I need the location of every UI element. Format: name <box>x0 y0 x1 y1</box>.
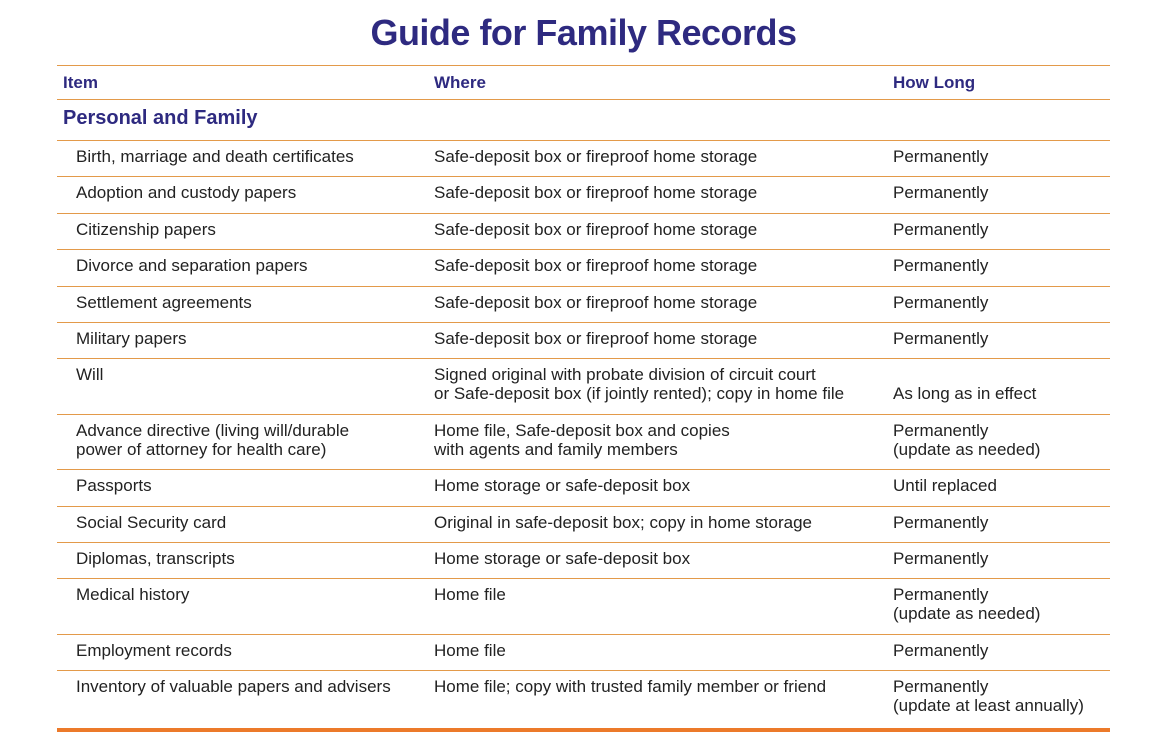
cell-text: (update as needed) <box>893 439 1041 459</box>
cell-text: Social Security card <box>76 512 227 532</box>
cell-text: Signed original with probate division of… <box>434 365 816 385</box>
cell-text: Safe-deposit box or fireproof home stora… <box>434 292 758 312</box>
cell-text: Permanently <box>893 640 989 660</box>
rule <box>57 213 1110 214</box>
rule <box>57 176 1110 177</box>
column-header: Where <box>434 73 486 92</box>
title: Guide for Family Records <box>370 12 797 53</box>
cell-text: Permanently <box>893 256 989 276</box>
rule <box>57 99 1110 100</box>
cell-text: Home file <box>434 585 506 605</box>
rule <box>57 286 1110 287</box>
cell-text: Home storage or safe-deposit box <box>434 476 691 496</box>
rule <box>57 728 1110 732</box>
cell-text: Safe-deposit box or fireproof home stora… <box>434 219 758 239</box>
cell-text: Safe-deposit box or fireproof home stora… <box>434 256 758 276</box>
cell-text: Safe-deposit box or fireproof home stora… <box>434 147 758 166</box>
rule <box>57 65 1110 66</box>
cell-text: Citizenship papers <box>76 219 216 239</box>
cell-text: Adoption and custody papers <box>76 183 297 203</box>
cell-text: Permanently <box>893 677 989 697</box>
cell-text: Permanently <box>893 329 989 348</box>
cell-text: Settlement agreements <box>76 292 252 312</box>
rule <box>57 578 1110 579</box>
cell-text: Military papers <box>76 329 187 348</box>
cell-text: Passports <box>76 476 152 496</box>
section-title: Personal and Family <box>63 107 258 129</box>
cell-text: Permanently <box>893 512 989 532</box>
cell-text: or Safe-deposit box (if jointly rented);… <box>434 384 845 404</box>
cell-text: Permanently <box>893 183 989 203</box>
cell-text: Advance directive (living will/durable <box>76 420 350 440</box>
cell-text: Permanently <box>893 219 989 239</box>
rule <box>57 506 1110 507</box>
cell-text: Medical history <box>76 585 190 605</box>
cell-text: power of attorney for health care) <box>76 439 327 459</box>
rule <box>57 358 1110 359</box>
cell-text: Permanently <box>893 292 989 312</box>
cell-text: Home file <box>434 640 506 660</box>
cell-text: Home file; copy with trusted family memb… <box>434 677 827 697</box>
cell-text: As long as in effect <box>893 384 1037 404</box>
rule <box>57 469 1110 470</box>
rule <box>57 542 1110 543</box>
column-header: Item <box>63 73 98 92</box>
cell-text: Permanently <box>893 585 989 605</box>
cell-text: Employment records <box>76 640 232 660</box>
rule <box>57 322 1110 323</box>
cell-text: with agents and family members <box>434 439 678 459</box>
cell-text: Inventory of valuable papers and adviser… <box>76 677 391 697</box>
cell-text: Will <box>76 365 104 385</box>
cell-text: Safe-deposit box or fireproof home stora… <box>434 329 758 348</box>
cell-text: Home file, Safe-deposit box and copies <box>434 420 730 440</box>
cell-text: (update at least annually) <box>893 696 1084 716</box>
cell-text: Permanently <box>893 147 989 166</box>
rule <box>57 140 1110 141</box>
cell-text: Permanently <box>893 549 989 568</box>
cell-text: Divorce and separation papers <box>76 256 308 276</box>
rule <box>57 249 1110 250</box>
cell-text: Until replaced <box>893 476 997 496</box>
cell-text: Safe-deposit box or fireproof home stora… <box>434 183 758 203</box>
cell-text: Permanently <box>893 420 989 440</box>
rule <box>57 414 1110 415</box>
rule <box>57 634 1110 635</box>
column-header: How Long <box>893 73 976 92</box>
cell-text: Home storage or safe-deposit box <box>434 549 691 568</box>
cell-text: Birth, marriage and death certificates <box>76 147 354 166</box>
rule <box>57 670 1110 671</box>
cell-text: (update as needed) <box>893 604 1041 624</box>
cell-text: Diplomas, transcripts <box>76 549 235 568</box>
cell-text: Original in safe-deposit box; copy in ho… <box>434 512 812 532</box>
